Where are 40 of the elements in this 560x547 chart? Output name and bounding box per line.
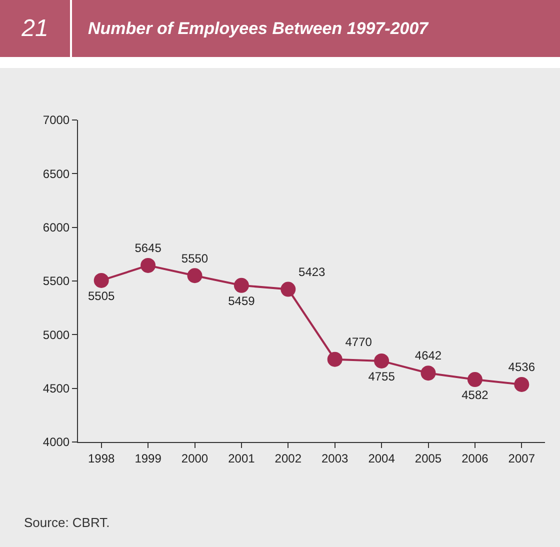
- point: [467, 372, 482, 388]
- point: [374, 353, 390, 368]
- x-tick-label: 2005: [414, 451, 442, 466]
- y-tick-label: 5000: [42, 328, 70, 342]
- data-label: 5645: [134, 241, 162, 256]
- y-tick-label: 6000: [42, 220, 70, 235]
- data-label: 5505: [88, 288, 116, 303]
- x-tick-label: 2001: [228, 451, 256, 466]
- source-note: Source: CBRT.: [24, 515, 110, 530]
- point: [140, 258, 156, 273]
- data-label: 4582: [462, 388, 489, 402]
- point: [280, 282, 296, 297]
- y-tick-label: 6500: [42, 166, 70, 181]
- point: [187, 268, 202, 284]
- point: [94, 272, 109, 288]
- y-tick-label: 7000: [42, 113, 70, 128]
- data-label: 4642: [414, 348, 442, 363]
- chart-title: Number of Employees Between 1997-2007: [88, 18, 428, 40]
- x-tick-label: 1998: [88, 451, 116, 466]
- x-tick-label: 1999: [134, 451, 162, 466]
- x-tick-label: 2000: [181, 451, 208, 466]
- data-label: 4536: [508, 360, 536, 374]
- y-tick-label: 5500: [42, 274, 70, 288]
- x-tick-label: 2007: [508, 451, 536, 466]
- point: [420, 366, 436, 381]
- data-label: 5459: [228, 294, 256, 308]
- x-tick-label: 2003: [322, 451, 349, 466]
- text: 21: [0, 0, 72, 57]
- data-label: 5423: [298, 264, 326, 279]
- point: [514, 376, 530, 392]
- x-tick-label: 2006: [462, 451, 489, 466]
- data-label: 5550: [181, 251, 208, 266]
- point: [327, 352, 342, 367]
- x-tick-label: 2002: [274, 451, 302, 466]
- y-tick-label: 4500: [42, 382, 70, 396]
- point: [234, 278, 249, 293]
- x-tick-label: 2004: [368, 451, 396, 466]
- data-label: 4755: [368, 369, 396, 384]
- y-tick-label: 4000: [42, 435, 70, 450]
- data-label: 4770: [345, 334, 372, 349]
